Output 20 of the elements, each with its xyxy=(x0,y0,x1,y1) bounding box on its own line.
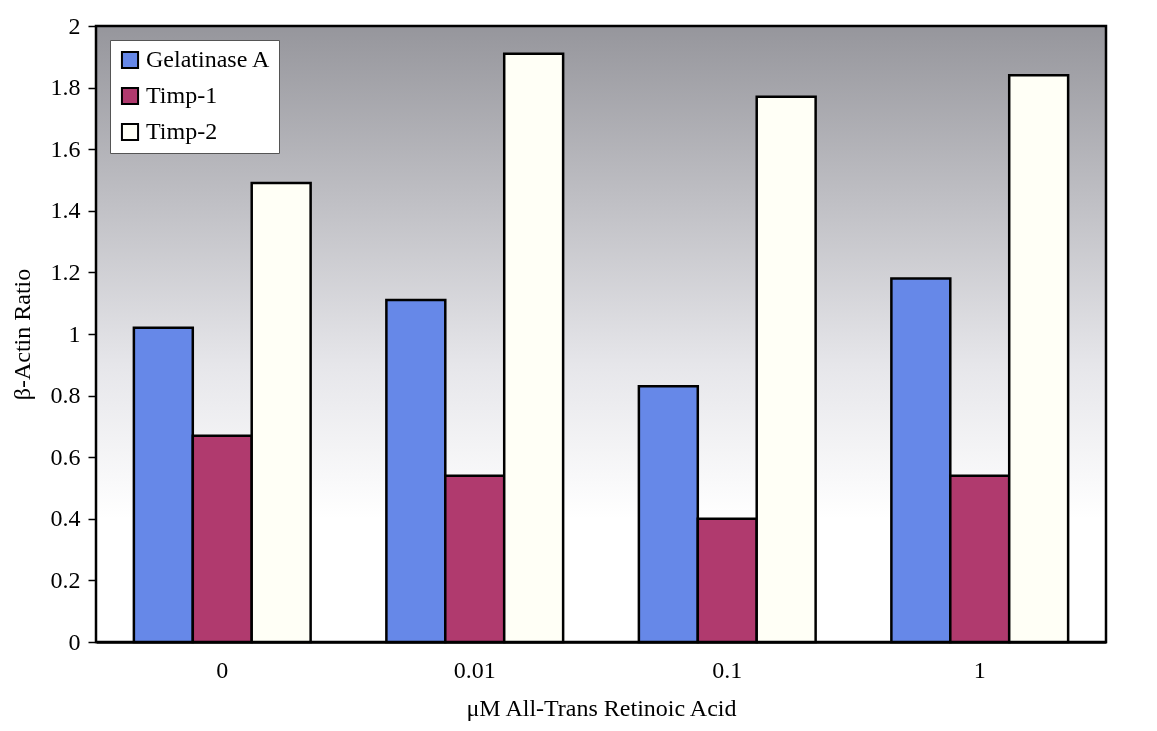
legend-label: Timp-1 xyxy=(146,82,218,108)
y-tick-label: 0 xyxy=(68,628,81,655)
legend-label: Gelatinase A xyxy=(146,46,270,72)
legend-label: Timp-2 xyxy=(146,118,218,144)
x-tick-label: 1 xyxy=(973,656,986,683)
y-tick-label: 0.6 xyxy=(50,443,81,470)
y-tick-label: 1.8 xyxy=(50,74,81,101)
y-tick-label: 2 xyxy=(68,12,81,39)
x-axis-title: μM All-Trans Retinoic Acid xyxy=(466,694,737,721)
y-tick-label: 1.6 xyxy=(50,135,81,162)
y-tick-label: 0.4 xyxy=(50,505,81,532)
y-tick-label: 1.2 xyxy=(50,258,81,285)
x-tick-label: 0.01 xyxy=(453,656,496,683)
y-tick-label: 0.2 xyxy=(50,566,81,593)
y-tick-label: 1 xyxy=(68,320,81,347)
x-tick-label: 0 xyxy=(216,656,229,683)
x-tick-label: 0.1 xyxy=(712,656,743,683)
y-tick-label: 1.4 xyxy=(50,197,81,224)
y-tick-label: 0.8 xyxy=(50,382,81,409)
y-axis-title: β-Actin Ratio xyxy=(8,268,35,401)
